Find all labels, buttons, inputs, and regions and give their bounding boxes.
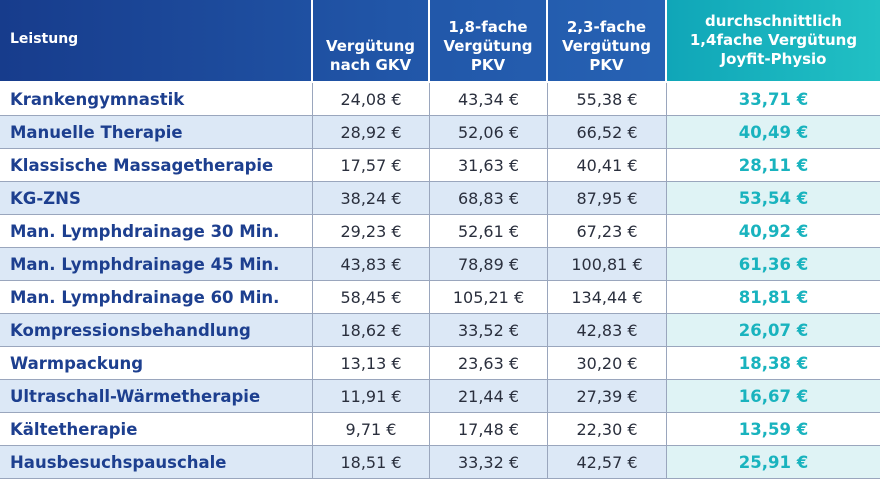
cell-joyfit: 25,91 € xyxy=(667,446,880,478)
table-header: Leistung Vergütung nach GKV 1,8-fache Ve… xyxy=(0,0,880,83)
cell-joyfit: 16,67 € xyxy=(667,380,880,412)
cell-pkv-23: 42,57 € xyxy=(548,446,667,478)
cell-gkv: 11,91 € xyxy=(313,380,430,412)
cell-joyfit: 53,54 € xyxy=(667,182,880,214)
cell-pkv-18: 31,63 € xyxy=(430,149,548,181)
cell-pkv-18: 52,06 € xyxy=(430,116,548,148)
table-row: KG-ZNS 38,24 €68,83 €87,95 €53,54 € xyxy=(0,182,880,215)
cell-leistung: Hausbesuchspauschale xyxy=(0,446,313,478)
cell-pkv-23: 40,41 € xyxy=(548,149,667,181)
cell-gkv: 18,51 € xyxy=(313,446,430,478)
table-row: Man. Lymphdrainage 60 Min. 58,45 €105,21 … xyxy=(0,281,880,314)
cell-pkv-23: 30,20 € xyxy=(548,347,667,379)
cell-leistung: Manuelle Therapie xyxy=(0,116,313,148)
table-row: Manuelle Therapie 28,92 €52,06 €66,52 €40… xyxy=(0,116,880,149)
cell-gkv: 28,92 € xyxy=(313,116,430,148)
cell-pkv-23: 55,38 € xyxy=(548,83,667,115)
cell-joyfit: 40,49 € xyxy=(667,116,880,148)
table-row: Krankengymnastik 24,08 €43,34 €55,38 € 33,… xyxy=(0,83,880,116)
table-row: Man. Lymphdrainage 45 Min. 43,83 €78,89 €… xyxy=(0,248,880,281)
cell-pkv-23: 87,95 € xyxy=(548,182,667,214)
table-row: Kompressionsbehandlung 18,62 €33,52 €42,8… xyxy=(0,314,880,347)
table-row: Hausbesuchspauschale 18,51 €33,32 €42,57 … xyxy=(0,446,880,479)
cell-gkv: 9,71 € xyxy=(313,413,430,445)
table-row: Warmpackung 13,13 €23,63 €30,20 € 18,38 € xyxy=(0,347,880,380)
table-body: Krankengymnastik 24,08 €43,34 €55,38 € 33,… xyxy=(0,83,880,479)
cell-leistung: Klassische Massagetherapie xyxy=(0,149,313,181)
cell-joyfit: 61,36 € xyxy=(667,248,880,280)
cell-gkv: 17,57 € xyxy=(313,149,430,181)
cell-pkv-23: 66,52 € xyxy=(548,116,667,148)
cell-gkv: 29,23 € xyxy=(313,215,430,247)
cell-pkv-18: 33,52 € xyxy=(430,314,548,346)
cell-leistung: Krankengymnastik xyxy=(0,83,313,115)
table-row: Klassische Massagetherapie 17,57 €31,63 €… xyxy=(0,149,880,182)
cell-pkv-18: 68,83 € xyxy=(430,182,548,214)
cell-pkv-18: 17,48 € xyxy=(430,413,548,445)
cell-pkv-23: 42,83 € xyxy=(548,314,667,346)
cell-gkv: 58,45 € xyxy=(313,281,430,313)
cell-leistung: Warmpackung xyxy=(0,347,313,379)
cell-gkv: 18,62 € xyxy=(313,314,430,346)
cell-leistung: Man. Lymphdrainage 30 Min. xyxy=(0,215,313,247)
cell-joyfit: 26,07 € xyxy=(667,314,880,346)
header-pkv-23: 2,3-fache Vergütung PKV xyxy=(548,0,667,81)
cell-leistung: KG-ZNS xyxy=(0,182,313,214)
cell-pkv-23: 22,30 € xyxy=(548,413,667,445)
cell-leistung: Ultraschall-Wärmetherapie xyxy=(0,380,313,412)
table-row: Ultraschall-Wärmetherapie 11,91 €21,44 €2… xyxy=(0,380,880,413)
cell-pkv-18: 23,63 € xyxy=(430,347,548,379)
cell-joyfit: 18,38 € xyxy=(738,353,809,373)
cell-pkv-18: 43,34 € xyxy=(430,83,548,115)
cell-gkv: 43,83 € xyxy=(313,248,430,280)
cell-joyfit: 33,71 € xyxy=(738,89,809,109)
cell-pkv-18: 52,61 € xyxy=(430,215,548,247)
cell-leistung: Kältetherapie xyxy=(0,413,313,445)
header-leistung: Leistung xyxy=(0,0,313,81)
header-joyfit: durchschnittlich 1,4fache Vergütung Joyf… xyxy=(667,0,880,81)
cell-gkv: 13,13 € xyxy=(313,347,430,379)
cell-pkv-18: 21,44 € xyxy=(430,380,548,412)
header-gkv: Vergütung nach GKV xyxy=(313,0,430,81)
cell-leistung: Man. Lymphdrainage 60 Min. xyxy=(0,281,313,313)
cell-pkv-18: 78,89 € xyxy=(430,248,548,280)
cell-joyfit: 40,92 € xyxy=(738,221,809,241)
table-row: Man. Lymphdrainage 30 Min. 29,23 €52,61 €… xyxy=(0,215,880,248)
table-row: Kältetherapie 9,71 €17,48 €22,30 € 13,59 € xyxy=(0,413,880,446)
cell-pkv-23: 27,39 € xyxy=(548,380,667,412)
cell-joyfit: 81,81 € xyxy=(738,287,809,307)
header-pkv-18: 1,8-fache Vergütung PKV xyxy=(430,0,548,81)
cell-pkv-18: 105,21 € xyxy=(430,281,548,313)
cell-gkv: 24,08 € xyxy=(313,83,430,115)
cell-joyfit: 28,11 € xyxy=(738,155,809,175)
cell-pkv-23: 67,23 € xyxy=(548,215,667,247)
cell-pkv-23: 100,81 € xyxy=(548,248,667,280)
cell-gkv: 38,24 € xyxy=(313,182,430,214)
cell-joyfit: 13,59 € xyxy=(738,419,809,439)
cell-pkv-23: 134,44 € xyxy=(548,281,667,313)
cell-leistung: Man. Lymphdrainage 45 Min. xyxy=(0,248,313,280)
cell-leistung: Kompressionsbehandlung xyxy=(0,314,313,346)
cell-pkv-18: 33,32 € xyxy=(430,446,548,478)
